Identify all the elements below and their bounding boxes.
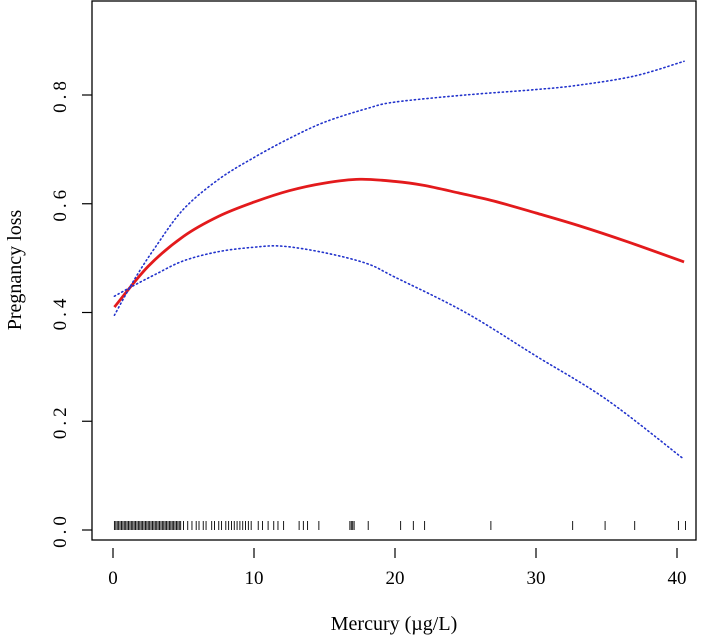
- y-tick-label: 0.0: [50, 512, 71, 548]
- plot-frame: [91, 0, 697, 541]
- x-tick-label: 0: [108, 568, 118, 589]
- x-tick-label: 10: [245, 568, 264, 589]
- y-tick-label: 0.4: [50, 295, 71, 331]
- x-tick-label: 40: [668, 568, 687, 589]
- x-tick-label: 20: [386, 568, 405, 589]
- series-lines: [113, 60, 685, 461]
- x-axis-label: Mercury (µg/L): [331, 613, 457, 635]
- series-lower-95-ci: [113, 245, 685, 461]
- y-axis: 0.0 0.2 0.4 0.6 0.8: [50, 77, 92, 548]
- x-tick-label: 30: [527, 568, 546, 589]
- series-upper-95-ci: [113, 60, 685, 317]
- y-tick-label: 0.8: [50, 77, 71, 113]
- rug-marks: [113, 521, 686, 530]
- series-fit: [113, 177, 685, 308]
- y-axis-label: Pregnancy loss: [4, 210, 26, 331]
- x-axis: 0 10 20 30 40: [108, 548, 687, 589]
- y-tick-label: 0.6: [50, 186, 71, 222]
- y-tick-label: 0.2: [50, 403, 71, 439]
